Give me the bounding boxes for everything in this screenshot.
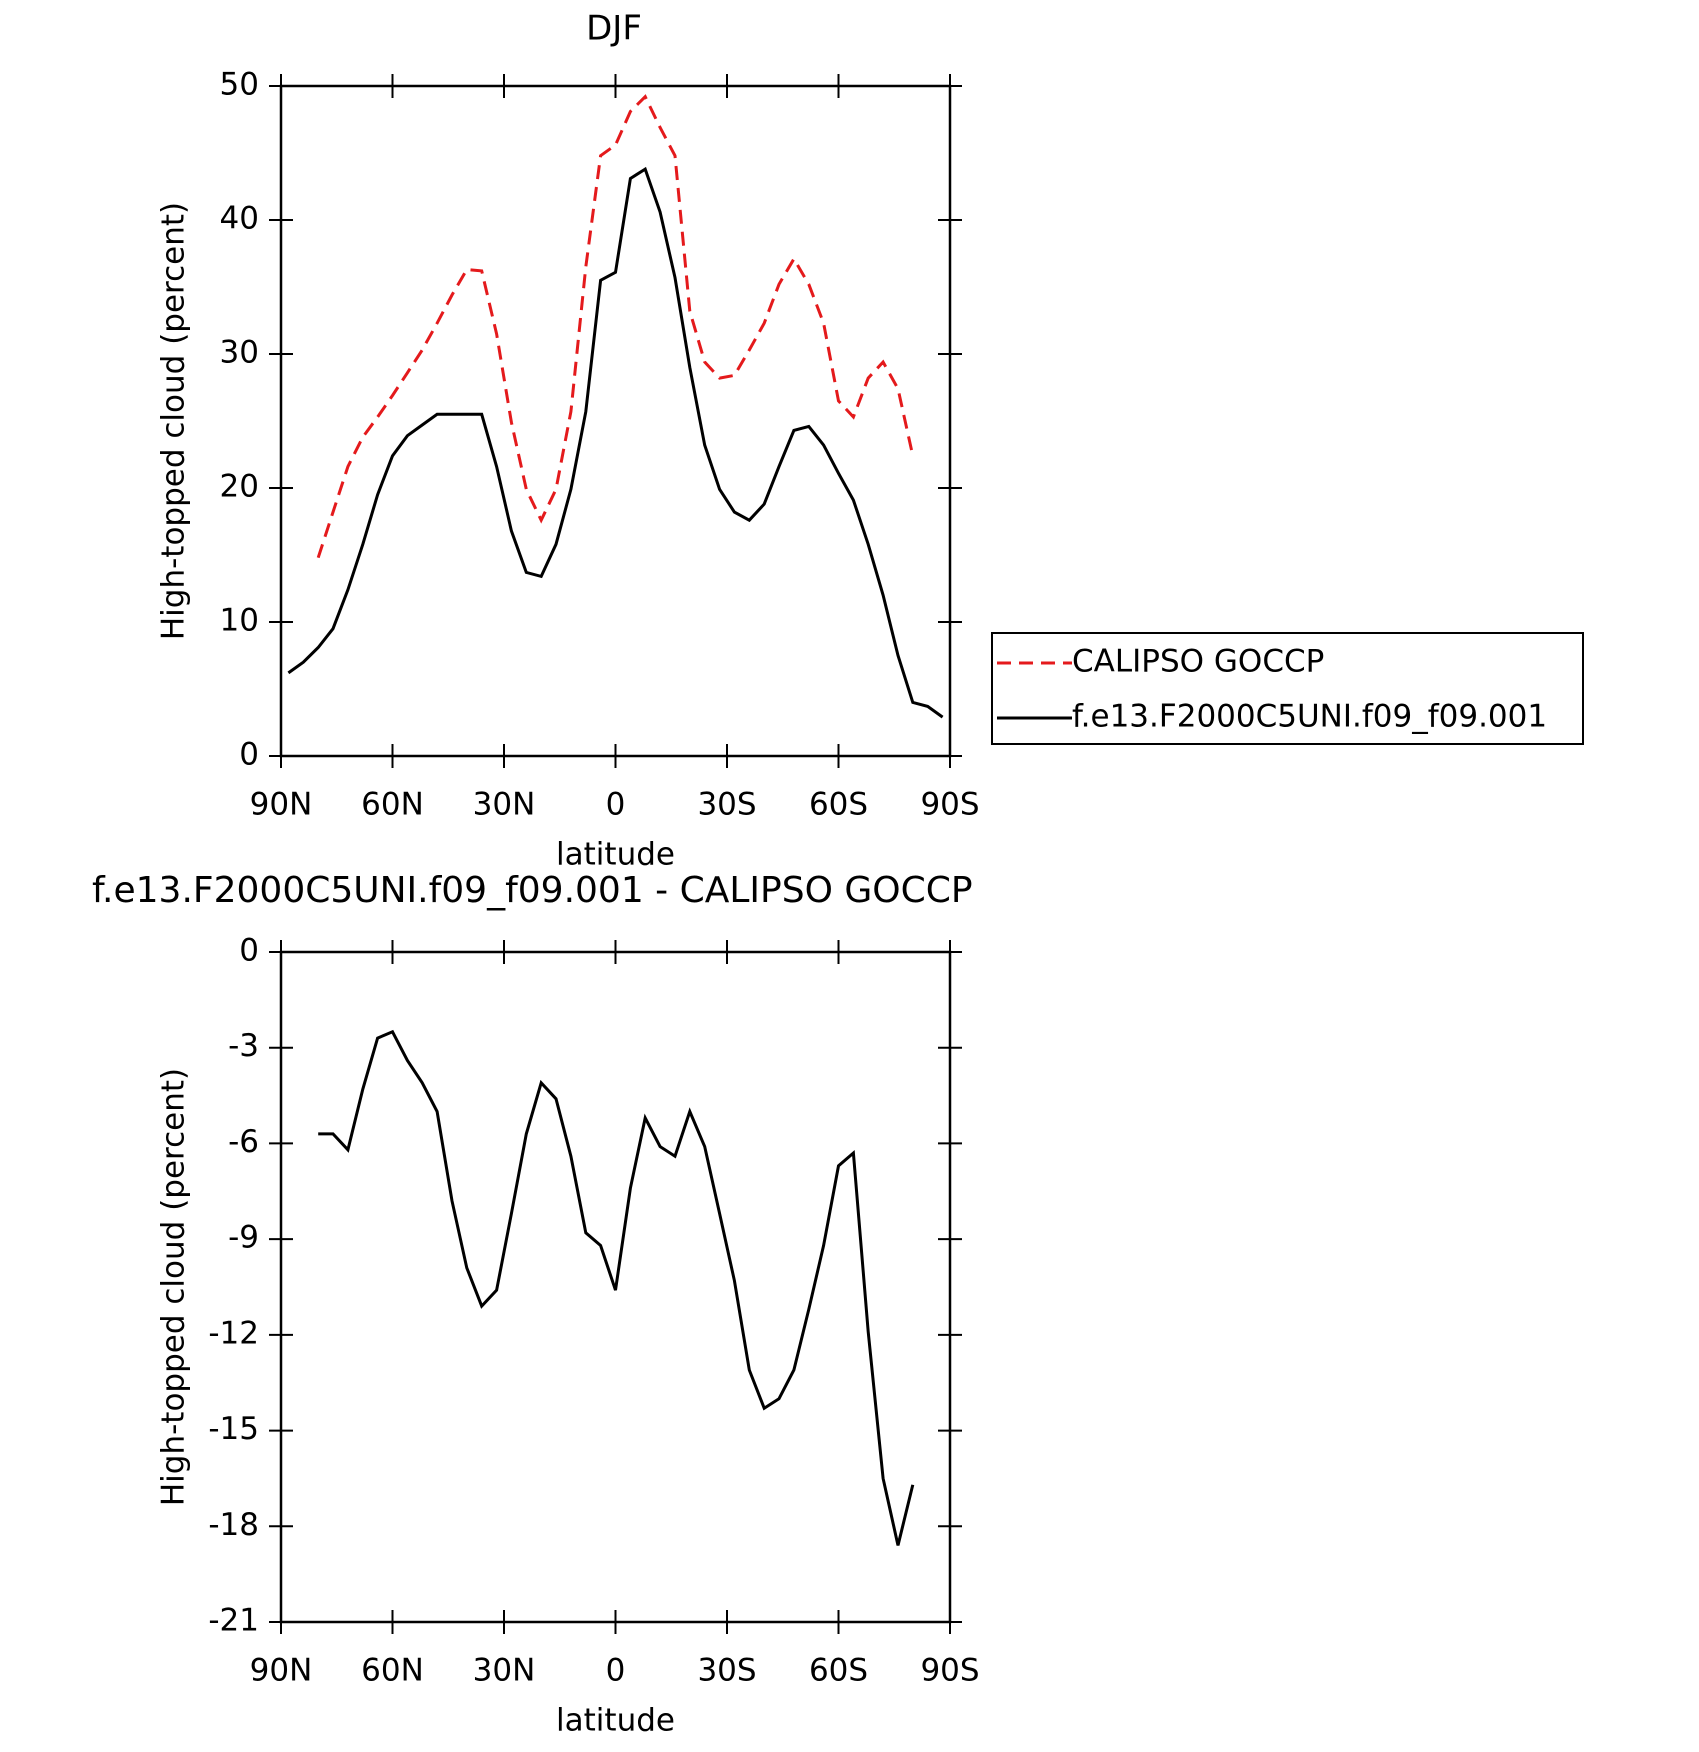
x-tick-label: 30S (697, 787, 756, 823)
plot-frame (279, 84, 952, 758)
data-line (318, 1029, 915, 1546)
x-tick-label: 0 (606, 1653, 626, 1689)
y-tick-label: 0 (239, 933, 259, 969)
data-line (316, 94, 915, 559)
y-tick-label: -15 (208, 1411, 259, 1447)
y-tick-label: 0 (239, 737, 259, 773)
x-tick-label: 60N (361, 787, 424, 823)
chart-title: f.e13.F2000C5UNI.f09_f09.001 - CALIPSO G… (92, 870, 973, 911)
y-tick-label: 40 (220, 201, 259, 237)
y-tick-label: -12 (208, 1315, 259, 1351)
x-tick-label: 90N (250, 1653, 313, 1689)
x-axis-label: latitude (556, 837, 675, 873)
y-tick-label: 50 (220, 67, 259, 103)
x-tick-label: 90S (920, 1653, 979, 1689)
y-tick-label: -6 (228, 1124, 259, 1160)
x-tick-label: 90N (250, 787, 313, 823)
legend-label: f.e13.F2000C5UNI.f09_f09.001 (1072, 699, 1547, 735)
x-tick-label: 60S (809, 1653, 868, 1689)
y-tick-label: 20 (220, 469, 259, 505)
x-tick-label: 90S (920, 787, 979, 823)
y-tick-label: 30 (220, 335, 259, 371)
y-tick-label: -21 (208, 1603, 259, 1639)
y-tick-label: -3 (228, 1028, 259, 1064)
legend-label: CALIPSO GOCCP (1072, 644, 1324, 680)
x-tick-label: 60N (361, 1653, 424, 1689)
x-tick-label: 30N (473, 1653, 536, 1689)
chart-title: DJF (586, 9, 642, 49)
y-axis-label: High-topped cloud (percent) (156, 1068, 192, 1506)
x-tick-label: 30N (473, 787, 536, 823)
x-axis-label: latitude (556, 1703, 675, 1739)
legend-box (991, 632, 1584, 745)
y-tick-label: 10 (220, 603, 259, 639)
y-tick-label: -18 (208, 1507, 259, 1543)
data-line (287, 166, 944, 719)
x-tick-label: 60S (809, 787, 868, 823)
x-tick-label: 0 (606, 787, 626, 823)
x-tick-label: 30S (697, 1653, 756, 1689)
y-tick-label: -9 (228, 1220, 259, 1256)
y-axis-label: High-topped cloud (percent) (156, 202, 192, 640)
